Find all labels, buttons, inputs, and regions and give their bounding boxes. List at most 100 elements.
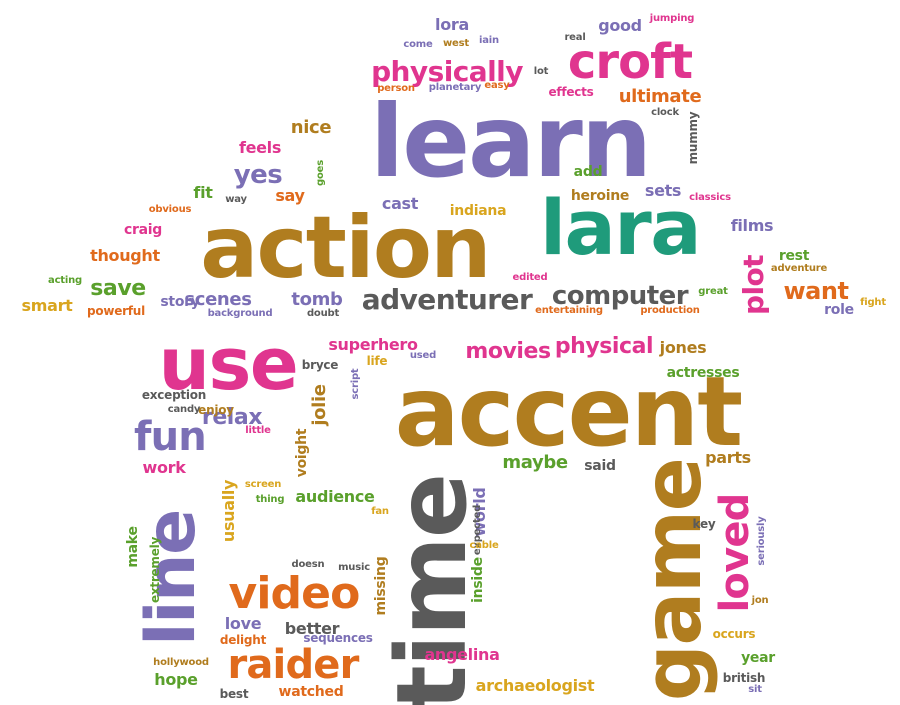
word-doesn: doesn	[291, 559, 325, 570]
word-british: british	[722, 671, 766, 685]
word-ultimate: ultimate	[618, 86, 702, 107]
word-work: work	[142, 458, 186, 477]
word-superhero: superhero	[328, 335, 418, 354]
word-thing: thing	[255, 494, 285, 505]
word-little: little	[245, 425, 271, 436]
word-effects: effects	[548, 85, 594, 99]
word-year: year	[741, 650, 775, 666]
word-screen: screen	[244, 479, 282, 490]
word-watched: watched	[278, 684, 344, 700]
word-hollywood: hollywood	[153, 657, 209, 668]
word-scenes: scenes	[184, 289, 252, 310]
word-physical: physical	[554, 334, 654, 359]
word-make: make	[125, 526, 141, 568]
word-computer: computer	[551, 281, 689, 311]
word-cast: cast	[381, 194, 419, 213]
word-acting: acting	[48, 275, 82, 286]
word-fan: fan	[371, 506, 389, 517]
word-cable: cable	[469, 540, 499, 551]
word-person: person	[377, 83, 415, 94]
word-audience: audience	[295, 487, 375, 506]
word-rest: rest	[778, 248, 810, 264]
word-used: used	[409, 350, 437, 361]
word-real: real	[564, 32, 586, 43]
word-lora: lora	[435, 15, 469, 34]
word-mummy: mummy	[686, 111, 700, 165]
word-great: great	[698, 286, 728, 297]
word-use: use	[158, 322, 299, 406]
word-script: script	[350, 368, 361, 400]
word-music: music	[338, 562, 370, 573]
word-archaeologist: archaeologist	[475, 676, 595, 695]
word-films: films	[730, 216, 774, 235]
word-best: best	[219, 687, 249, 701]
word-background: background	[207, 308, 273, 319]
word-sets: sets	[644, 181, 682, 200]
word-hope: hope	[154, 670, 198, 689]
word-indiana: indiana	[449, 203, 507, 219]
word-delight: delight	[219, 633, 267, 647]
word-enjoy: enjoy	[198, 403, 234, 417]
word-lot: lot	[533, 66, 549, 77]
word-movies: movies	[465, 339, 551, 364]
word-life: life	[366, 354, 388, 368]
word-production: production	[640, 305, 700, 316]
word-learn: learn	[369, 83, 652, 200]
word-lara: lara	[539, 183, 702, 272]
word-nice: nice	[290, 117, 332, 138]
word-adventure: adventure	[770, 263, 828, 274]
word-candy: candy	[167, 404, 201, 415]
word-add: add	[573, 164, 603, 180]
word-entertaining: entertaining	[535, 305, 603, 316]
word-come: come	[403, 39, 433, 50]
word-love: love	[224, 614, 262, 633]
word-iain: iain	[479, 35, 499, 46]
word-heroine: heroine	[570, 188, 630, 204]
word-bryce: bryce	[301, 358, 339, 372]
word-feels: feels	[238, 138, 282, 157]
word-doubt: doubt	[306, 308, 340, 319]
word-physically: physically	[371, 55, 523, 88]
word-relax: relax	[201, 405, 263, 430]
word-say: say	[275, 186, 305, 205]
word-occurs: occurs	[712, 627, 756, 641]
word-croft: croft	[567, 34, 693, 90]
word-save: save	[90, 276, 146, 301]
word-clock: clock	[651, 107, 679, 118]
word-action: action	[200, 198, 491, 298]
word-maybe: maybe	[502, 452, 568, 473]
word-better: better	[284, 619, 340, 638]
word-classics: classics	[689, 192, 731, 203]
word-adventurer: adventurer	[361, 283, 533, 316]
word-fight: fight	[860, 297, 886, 308]
word-jumping: jumping	[649, 13, 695, 24]
word-edited: edited	[512, 272, 548, 283]
word-video: video	[228, 568, 361, 619]
word-tomb: tomb	[291, 289, 343, 310]
word-inside: inside	[470, 557, 486, 603]
word-planetary: planetary	[428, 82, 482, 93]
word-actresses: actresses	[666, 365, 740, 381]
word-angelina: angelina	[424, 645, 500, 664]
word-time: time	[376, 474, 488, 705]
word-yes: yes	[233, 160, 283, 190]
word-want: want	[783, 277, 849, 305]
word-thought: thought	[90, 246, 160, 265]
word-fit: fit	[193, 183, 213, 202]
word-jones: jones	[659, 338, 707, 357]
word-voight: voight	[294, 428, 310, 478]
word-usually: usually	[219, 479, 238, 543]
word-easy: easy	[484, 80, 510, 91]
word-story: story	[160, 294, 200, 310]
word-sit: sit	[748, 684, 762, 695]
word-exception: exception	[141, 388, 207, 402]
word-key: key	[692, 517, 716, 531]
word-role: role	[824, 302, 854, 318]
word-raider: raider	[227, 642, 359, 688]
word-said: said	[584, 458, 616, 474]
word-seriously: seriously	[756, 516, 767, 566]
word-game: game	[626, 458, 719, 702]
word-jon: jon	[751, 595, 769, 606]
word-jolie: jolie	[309, 384, 330, 426]
